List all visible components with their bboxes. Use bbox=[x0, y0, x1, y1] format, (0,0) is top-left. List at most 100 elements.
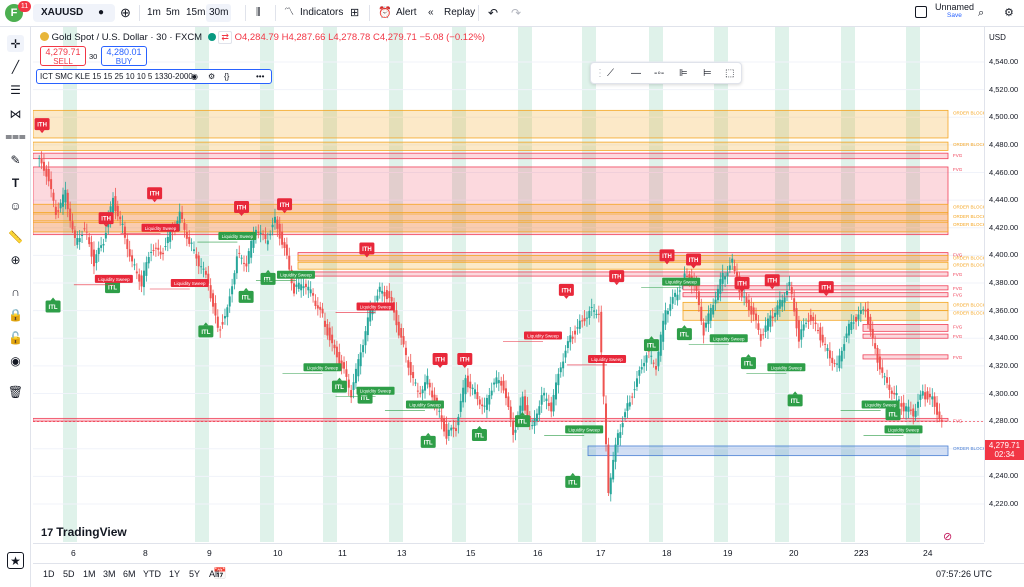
indicators-button[interactable]: Indicators bbox=[300, 7, 344, 18]
ith-marker[interactable] bbox=[147, 187, 163, 200]
itl-marker[interactable] bbox=[331, 380, 347, 393]
zone-order_block[interactable] bbox=[682, 301, 949, 312]
sell-button[interactable]: 4,279.71 SELL bbox=[40, 46, 86, 66]
ruler-icon[interactable]: 📏 bbox=[8, 229, 23, 244]
trendline-icon[interactable]: ╱ bbox=[11, 59, 20, 74]
buy-button[interactable]: 4,280.01 BUY bbox=[101, 46, 147, 66]
symbol-search-button[interactable]: XAUUSD bbox=[33, 4, 115, 22]
liquidity-sweep-label[interactable] bbox=[303, 363, 342, 372]
ith-marker[interactable] bbox=[432, 352, 448, 365]
symbol-title[interactable]: Gold Spot / U.S. Dollar · 30 · FXCM bbox=[51, 32, 203, 43]
goto-date-icon[interactable]: 📅 bbox=[213, 568, 227, 580]
ith-marker[interactable] bbox=[98, 212, 114, 225]
zoom-icon[interactable]: ⊕ bbox=[10, 252, 21, 267]
liquidity-sweep-label[interactable] bbox=[588, 354, 627, 363]
liquidity-sweep-label[interactable] bbox=[662, 277, 701, 286]
zone-order_block[interactable] bbox=[297, 254, 949, 262]
itl-marker[interactable] bbox=[514, 415, 530, 428]
fib-icon[interactable]: ⩶ bbox=[5, 129, 26, 143]
undo-icon[interactable]: ↶ bbox=[488, 6, 499, 20]
itl-marker[interactable] bbox=[260, 272, 276, 285]
horizontal-lines-icon[interactable]: ☰ bbox=[10, 82, 21, 97]
range-button-3m[interactable]: 3M bbox=[103, 569, 116, 579]
more-icon[interactable]: ••• bbox=[256, 72, 265, 81]
ith-marker[interactable] bbox=[558, 283, 574, 296]
price-axis[interactable]: USD 4,540.00 4,520.00 4,500.00 4,480.00 4,46… bbox=[984, 27, 1024, 542]
liquidity-sweep-label[interactable] bbox=[523, 331, 562, 340]
chart-pane[interactable]: ORDER BLOCK ORDER BLOCK FVG FVG ORDER BLOCK O… bbox=[33, 27, 984, 542]
interval-15m-button[interactable]: 15m bbox=[186, 7, 206, 18]
zone-fvg[interactable] bbox=[862, 333, 949, 339]
liquidity-sweep-label[interactable] bbox=[276, 270, 315, 279]
zone-order_block[interactable] bbox=[33, 213, 949, 222]
brush-icon[interactable]: ✎ bbox=[10, 152, 21, 167]
itl-marker[interactable] bbox=[885, 408, 901, 421]
itl-marker[interactable] bbox=[676, 328, 692, 341]
trend-line-tool-icon[interactable]: ⟋ bbox=[607, 68, 614, 79]
alert-icon[interactable]: ⏰ bbox=[378, 7, 392, 19]
itl-marker[interactable] bbox=[565, 475, 581, 488]
ray-tool-icon[interactable]: — bbox=[631, 68, 641, 79]
eye-icon[interactable]: ◉ bbox=[191, 72, 198, 81]
crosshair-icon[interactable]: ✛ bbox=[7, 35, 24, 52]
itl-marker[interactable] bbox=[740, 357, 756, 370]
range-button-5d[interactable]: 5D bbox=[63, 569, 75, 579]
ith-marker[interactable] bbox=[734, 277, 750, 289]
add-symbol-icon[interactable]: ⊕ bbox=[120, 5, 131, 20]
liquidity-sweep-label[interactable] bbox=[218, 232, 257, 241]
itl-marker[interactable] bbox=[420, 435, 436, 448]
zone-order_block[interactable] bbox=[33, 109, 949, 139]
ith-marker[interactable] bbox=[686, 253, 702, 266]
rectangle-tool-icon[interactable]: ⬚ bbox=[725, 68, 735, 79]
settings-icon[interactable]: ⚙ bbox=[1004, 7, 1014, 19]
regression-icon[interactable]: ⊨ bbox=[703, 68, 712, 79]
itl-marker[interactable] bbox=[198, 325, 214, 338]
zone-fvg[interactable] bbox=[682, 285, 949, 291]
text-icon[interactable]: T bbox=[11, 175, 20, 190]
ith-marker[interactable] bbox=[818, 281, 834, 294]
zone-fvg[interactable] bbox=[33, 152, 949, 160]
interval-30m-button[interactable]: 30m bbox=[206, 4, 232, 22]
eye-icon[interactable]: ◉ bbox=[10, 353, 21, 368]
templates-icon[interactable]: ⊞ bbox=[350, 7, 360, 19]
ith-marker[interactable] bbox=[359, 242, 375, 255]
utc-clock[interactable]: 07:57:26 UTC bbox=[936, 569, 993, 579]
zone-fvg[interactable] bbox=[33, 166, 949, 236]
search-icon[interactable]: ⌕ bbox=[978, 7, 985, 19]
ith-marker[interactable] bbox=[457, 352, 473, 365]
itl-marker[interactable] bbox=[643, 339, 659, 352]
liquidity-sweep-label[interactable] bbox=[884, 425, 923, 434]
itl-marker[interactable] bbox=[45, 300, 61, 313]
interval-5m-button[interactable]: 5m bbox=[166, 7, 180, 18]
zone-fvg[interactable] bbox=[682, 292, 949, 298]
alert-button[interactable]: Alert bbox=[396, 7, 417, 18]
flag-icon[interactable]: ⇄ bbox=[218, 31, 232, 44]
layout-name[interactable]: Unnamed bbox=[935, 2, 975, 12]
ith-marker[interactable] bbox=[609, 270, 625, 283]
liquidity-sweep-label[interactable] bbox=[356, 302, 395, 311]
range-button-ytd[interactable]: YTD bbox=[143, 569, 161, 579]
indicators-icon[interactable]: 〽 bbox=[284, 7, 294, 18]
layout-save-status[interactable]: Save bbox=[947, 12, 962, 19]
trash-icon[interactable]: 🗑 bbox=[7, 384, 24, 399]
zone-order_block[interactable] bbox=[33, 141, 949, 151]
zone-fvg[interactable] bbox=[33, 417, 949, 422]
liquidity-sweep-label[interactable] bbox=[94, 274, 133, 283]
pitchfork-icon[interactable]: ⋈ bbox=[9, 106, 22, 121]
liquidity-sweep-label[interactable] bbox=[170, 279, 209, 287]
itl-marker[interactable] bbox=[105, 281, 121, 294]
liquidity-sweep-label[interactable] bbox=[356, 386, 395, 395]
magnet-icon[interactable]: ∩ bbox=[11, 284, 20, 299]
ith-marker[interactable] bbox=[764, 274, 780, 287]
time-axis[interactable]: 6 8 9 10 11 13 15 16 17 18 19 20 22 23 24 bbox=[33, 543, 984, 563]
zone-demand[interactable] bbox=[587, 445, 949, 457]
ai-assistant-icon[interactable]: ⊘ bbox=[943, 531, 953, 543]
layout-checkbox-icon[interactable] bbox=[915, 6, 927, 18]
zone-order_block[interactable] bbox=[33, 203, 949, 213]
compare-icon[interactable]: ● bbox=[98, 7, 105, 18]
zone-order_block[interactable] bbox=[297, 261, 949, 270]
emoji-icon[interactable]: ☺ bbox=[9, 198, 22, 213]
lock-drawings-icon[interactable]: 🔒 bbox=[8, 307, 23, 322]
lock-icon[interactable]: 🔓 bbox=[8, 330, 23, 345]
